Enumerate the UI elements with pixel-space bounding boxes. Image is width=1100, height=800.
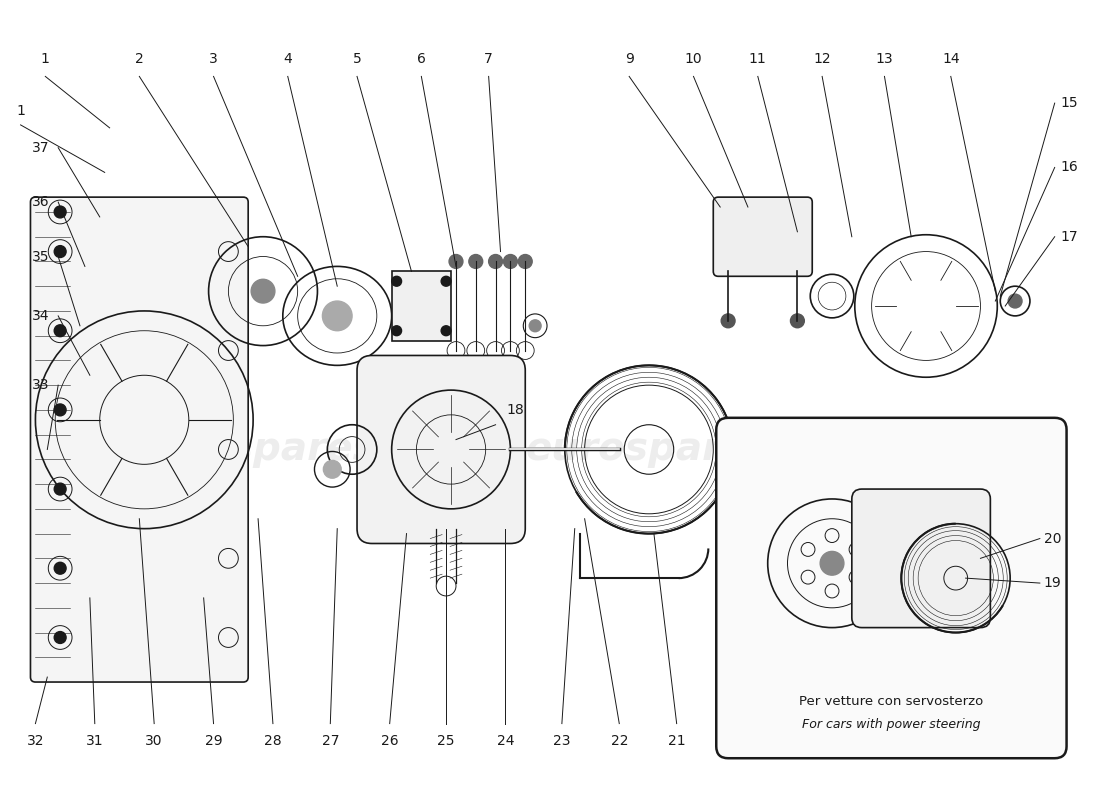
- Text: 6: 6: [417, 51, 426, 66]
- Circle shape: [821, 551, 844, 575]
- Text: 21: 21: [668, 734, 685, 749]
- Text: 4: 4: [284, 51, 293, 66]
- Text: 13: 13: [876, 51, 893, 66]
- Text: 2: 2: [135, 51, 144, 66]
- Text: 34: 34: [32, 309, 50, 323]
- Circle shape: [54, 325, 66, 337]
- Text: 3: 3: [209, 51, 218, 66]
- Text: 37: 37: [32, 141, 50, 154]
- Text: 1: 1: [16, 104, 25, 118]
- Circle shape: [518, 254, 532, 268]
- Circle shape: [392, 326, 402, 336]
- Text: 5: 5: [353, 51, 362, 66]
- Circle shape: [441, 276, 451, 286]
- Text: 33: 33: [32, 378, 50, 392]
- Text: 35: 35: [32, 250, 50, 263]
- Circle shape: [529, 320, 541, 332]
- Circle shape: [392, 276, 402, 286]
- Circle shape: [449, 254, 463, 268]
- Text: 18: 18: [506, 403, 525, 417]
- FancyBboxPatch shape: [851, 489, 990, 628]
- FancyBboxPatch shape: [31, 197, 249, 682]
- Circle shape: [488, 254, 503, 268]
- FancyBboxPatch shape: [713, 197, 812, 276]
- Text: 9: 9: [625, 51, 634, 66]
- Circle shape: [251, 279, 275, 303]
- Circle shape: [469, 254, 483, 268]
- Text: 25: 25: [438, 734, 454, 749]
- Text: 30: 30: [145, 734, 163, 749]
- Text: 7: 7: [484, 51, 493, 66]
- Text: 12: 12: [813, 51, 830, 66]
- Text: 11: 11: [749, 51, 767, 66]
- Text: Per vetture con servosterzo: Per vetture con servosterzo: [800, 695, 983, 708]
- Circle shape: [54, 404, 66, 416]
- Text: 28: 28: [264, 734, 282, 749]
- Circle shape: [54, 483, 66, 495]
- Text: 26: 26: [381, 734, 398, 749]
- Text: 27: 27: [321, 734, 339, 749]
- Circle shape: [322, 301, 352, 330]
- Circle shape: [722, 314, 735, 328]
- Text: 20: 20: [1044, 531, 1061, 546]
- Text: 19: 19: [1044, 576, 1061, 590]
- Text: 31: 31: [86, 734, 103, 749]
- FancyBboxPatch shape: [358, 355, 526, 543]
- Text: 23: 23: [553, 734, 571, 749]
- Bar: [392, 271, 451, 341]
- Circle shape: [54, 562, 66, 574]
- Circle shape: [54, 206, 66, 218]
- Text: eurospares: eurospares: [526, 430, 772, 469]
- Text: 29: 29: [205, 734, 222, 749]
- Text: 15: 15: [1060, 96, 1078, 110]
- Text: 36: 36: [32, 195, 50, 209]
- Circle shape: [441, 326, 451, 336]
- Text: 1: 1: [41, 51, 50, 66]
- Text: eurospares: eurospares: [130, 430, 376, 469]
- Circle shape: [54, 631, 66, 643]
- Circle shape: [791, 314, 804, 328]
- Text: 16: 16: [1060, 161, 1078, 174]
- Text: 24: 24: [497, 734, 514, 749]
- FancyBboxPatch shape: [716, 418, 1067, 758]
- Circle shape: [1009, 294, 1022, 308]
- Circle shape: [504, 254, 517, 268]
- Text: 17: 17: [1060, 230, 1078, 244]
- Circle shape: [323, 460, 341, 478]
- Text: 32: 32: [26, 734, 44, 749]
- Text: 22: 22: [610, 734, 628, 749]
- Text: 10: 10: [684, 51, 702, 66]
- Text: For cars with power steering: For cars with power steering: [802, 718, 981, 731]
- Text: 14: 14: [942, 51, 959, 66]
- Circle shape: [54, 246, 66, 258]
